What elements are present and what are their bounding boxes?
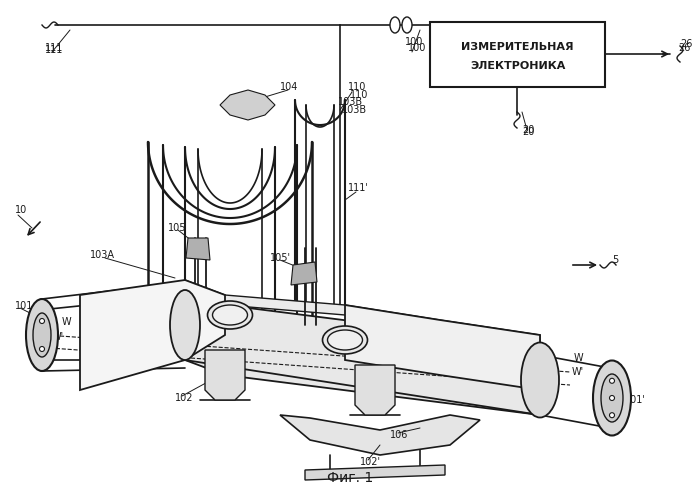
Text: 100: 100	[408, 43, 426, 53]
Text: 103A: 103A	[90, 250, 115, 260]
Ellipse shape	[610, 395, 615, 401]
Ellipse shape	[402, 17, 412, 33]
Text: W: W	[62, 317, 71, 327]
Text: 104: 104	[280, 82, 298, 92]
Text: 20: 20	[522, 125, 534, 135]
Polygon shape	[305, 465, 445, 480]
Polygon shape	[80, 280, 225, 390]
Text: W: W	[574, 353, 584, 363]
Polygon shape	[205, 350, 245, 400]
Polygon shape	[186, 238, 210, 260]
Text: 105: 105	[168, 223, 186, 233]
Text: 26: 26	[678, 43, 690, 53]
Ellipse shape	[207, 301, 253, 329]
Text: 5: 5	[612, 255, 618, 265]
Text: 111: 111	[45, 43, 64, 53]
Polygon shape	[291, 262, 317, 285]
Ellipse shape	[213, 305, 248, 325]
Polygon shape	[185, 290, 540, 415]
Text: 102: 102	[175, 393, 193, 403]
Text: 106: 106	[390, 430, 408, 440]
Ellipse shape	[39, 346, 45, 351]
Text: 102': 102'	[360, 457, 381, 467]
Polygon shape	[355, 365, 395, 415]
Text: ЭЛЕКТРОНИКА: ЭЛЕКТРОНИКА	[470, 61, 565, 71]
Ellipse shape	[170, 290, 200, 360]
Ellipse shape	[610, 378, 615, 383]
Text: 111: 111	[45, 45, 64, 55]
Text: 103B: 103B	[342, 105, 367, 115]
Ellipse shape	[521, 343, 559, 418]
Polygon shape	[185, 280, 540, 345]
Ellipse shape	[601, 374, 623, 422]
Text: Фиг. 1: Фиг. 1	[327, 471, 373, 485]
Text: 20: 20	[522, 127, 534, 137]
Ellipse shape	[33, 313, 51, 357]
Text: 110: 110	[350, 90, 368, 100]
Ellipse shape	[328, 330, 363, 350]
Text: 103B: 103B	[338, 97, 363, 107]
Ellipse shape	[323, 326, 368, 354]
Ellipse shape	[390, 17, 400, 33]
Ellipse shape	[610, 413, 615, 418]
Polygon shape	[220, 90, 275, 120]
Ellipse shape	[39, 319, 45, 324]
Text: 101: 101	[15, 301, 34, 311]
Ellipse shape	[593, 361, 631, 435]
Text: 10: 10	[15, 205, 27, 215]
Ellipse shape	[26, 299, 58, 371]
Text: 101': 101'	[625, 395, 646, 405]
Polygon shape	[280, 415, 480, 455]
Text: ИЗМЕРИТЕЛЬНАЯ: ИЗМЕРИТЕЛЬНАЯ	[461, 41, 574, 52]
Text: 111': 111'	[348, 183, 369, 193]
Text: W': W'	[52, 332, 64, 342]
Text: 105': 105'	[270, 253, 291, 263]
Text: 110: 110	[348, 82, 366, 92]
Text: W': W'	[572, 367, 584, 377]
Text: 26: 26	[680, 39, 692, 49]
FancyBboxPatch shape	[430, 22, 605, 87]
Polygon shape	[345, 305, 540, 390]
Text: 100: 100	[405, 37, 424, 47]
